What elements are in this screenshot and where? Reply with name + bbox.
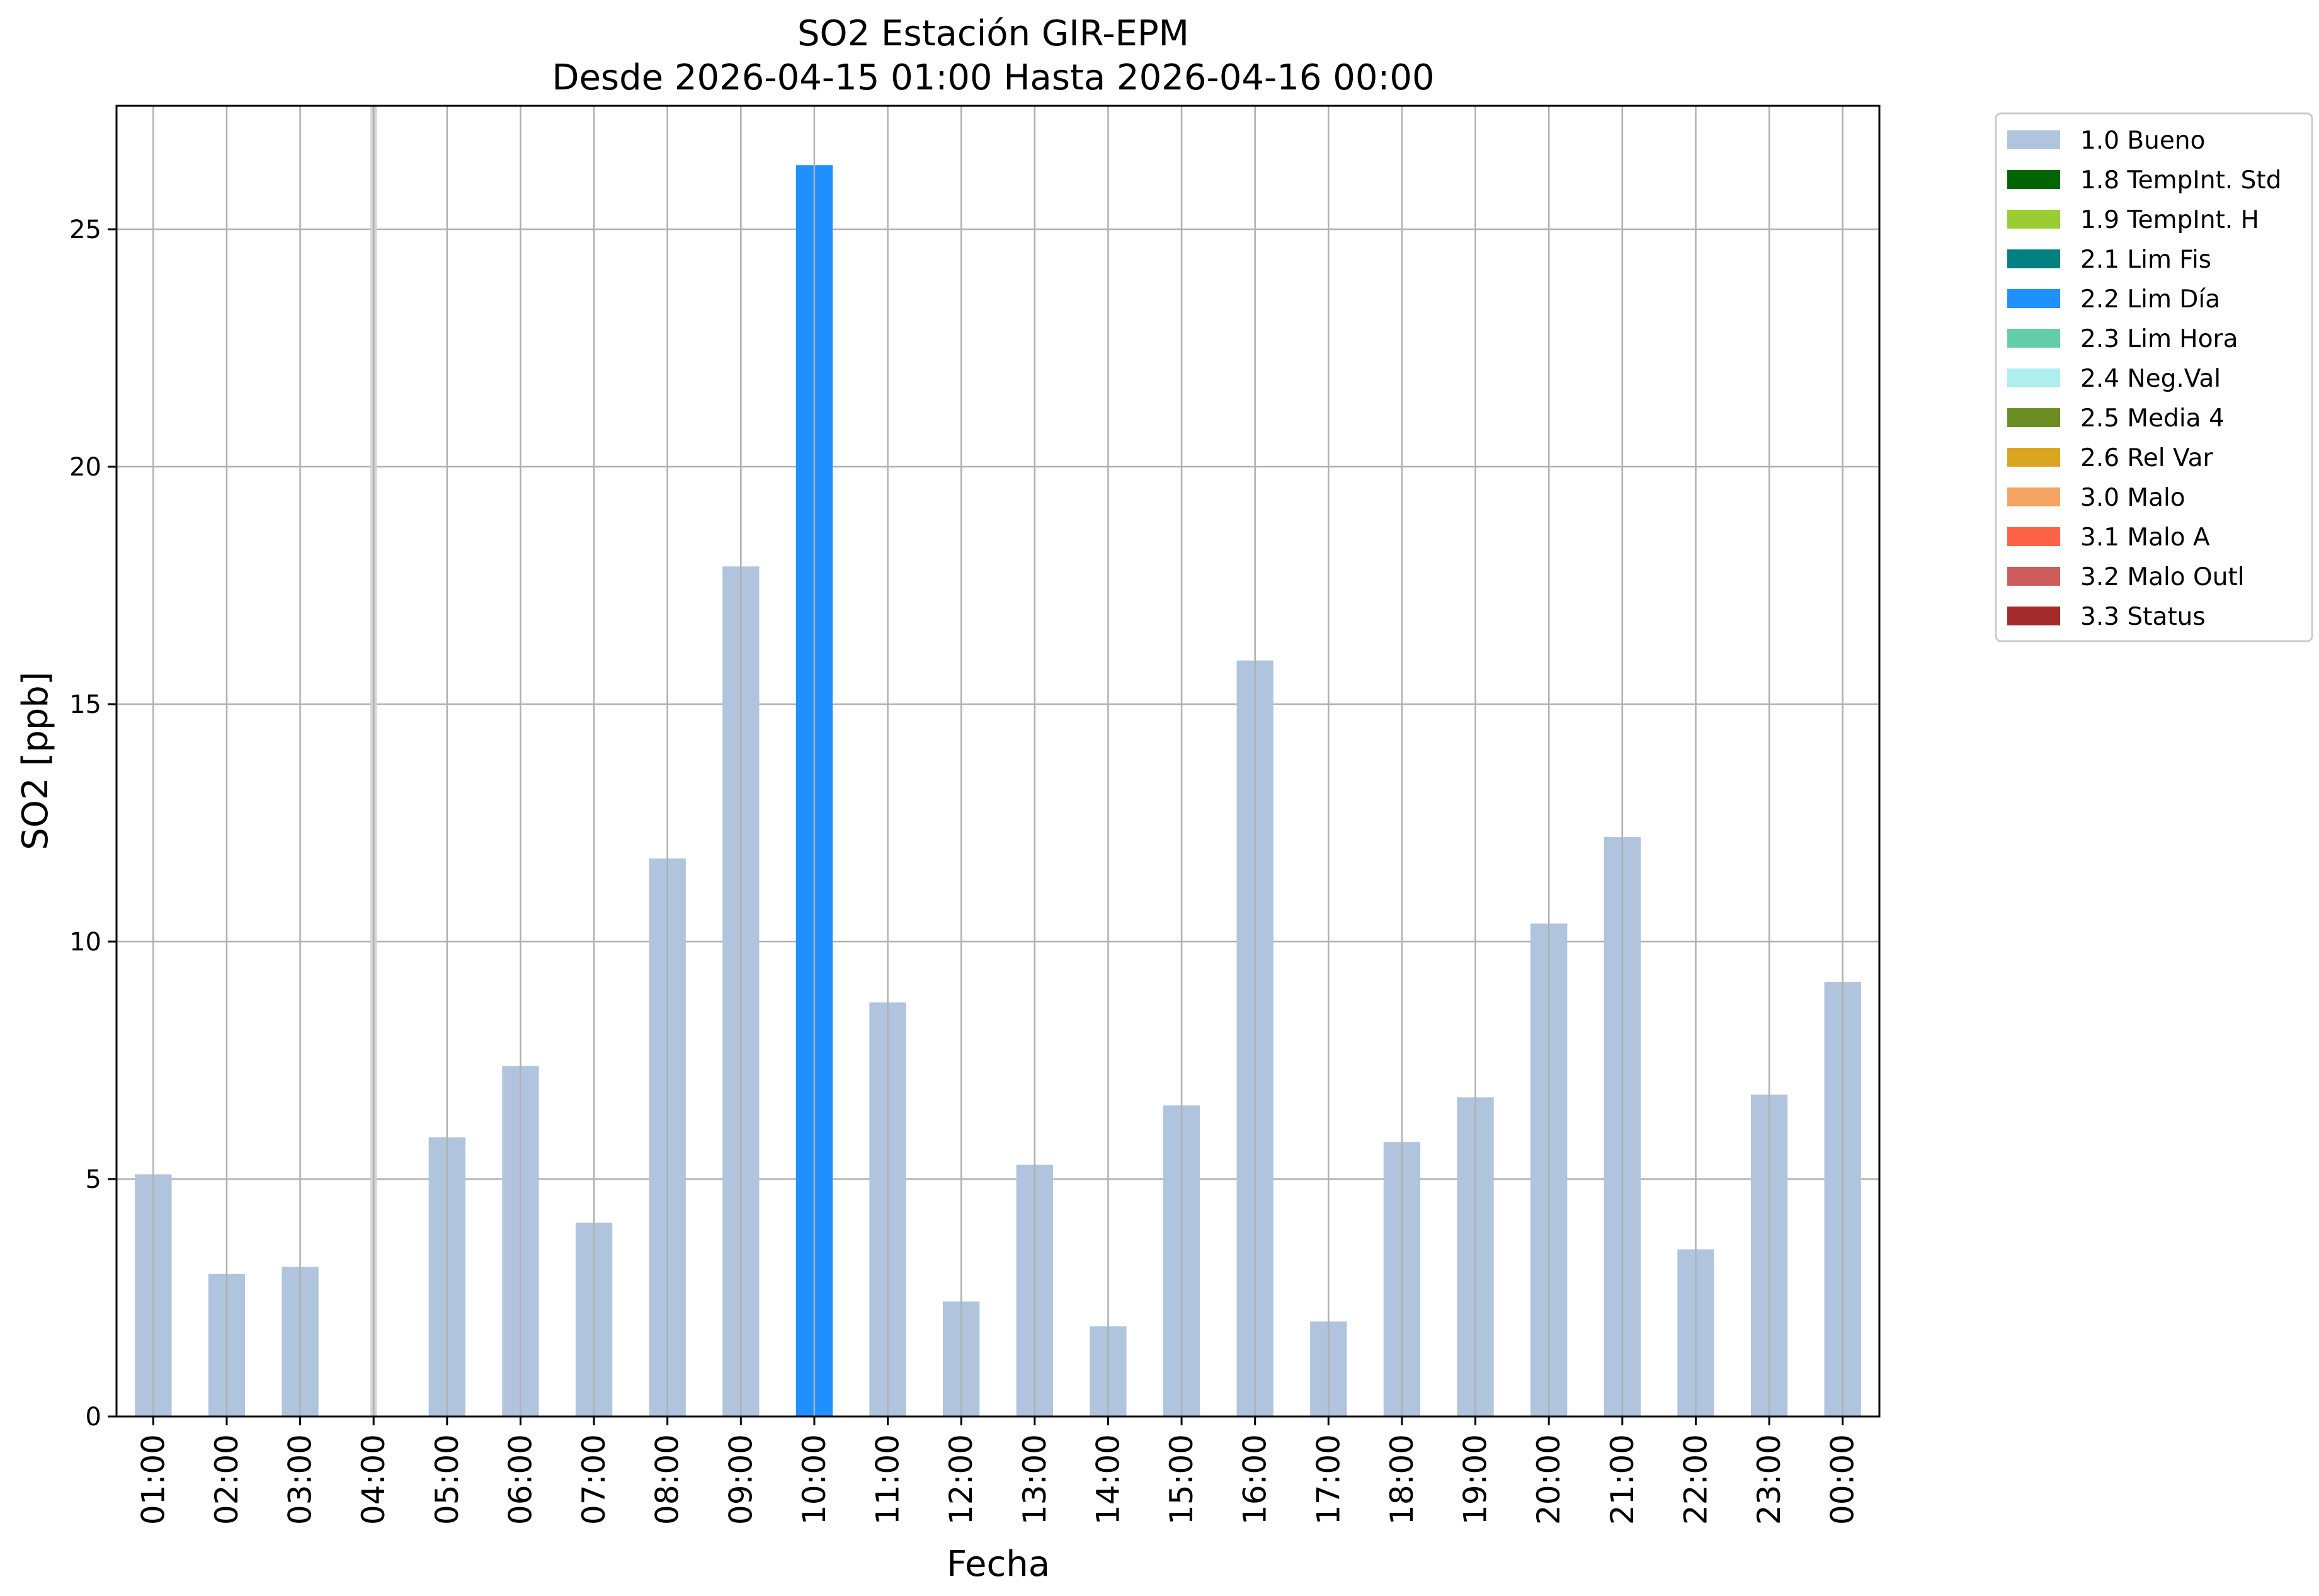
legend-label: 2.5 Media 4	[2080, 404, 2225, 433]
legend-label: 2.4 Neg.Val	[2080, 365, 2221, 393]
x-axis-label: Fecha	[947, 1544, 1050, 1585]
x-tick-label: 19:00	[1457, 1434, 1494, 1525]
legend-label: 3.1 Malo A	[2080, 523, 2210, 552]
x-tick-label: 13:00	[1017, 1434, 1053, 1525]
legend-label: 2.3 Lim Hora	[2080, 325, 2238, 353]
legend-swatch	[2007, 607, 2060, 625]
x-tick-label: 06:00	[502, 1434, 538, 1525]
y-tick-label: 5	[86, 1165, 101, 1194]
x-tick-label: 04:00	[355, 1434, 392, 1525]
vertical-grid	[152, 106, 1843, 1416]
x-tick-label: 02:00	[208, 1434, 245, 1525]
legend-label: 1.9 TempInt. H	[2080, 206, 2259, 234]
legend-label: 3.2 Malo Outl	[2080, 563, 2245, 591]
legend-swatch	[2007, 329, 2060, 348]
x-tick-label: 23:00	[1751, 1434, 1787, 1525]
x-tick-label: 17:00	[1310, 1434, 1347, 1525]
legend-label: 3.3 Status	[2080, 603, 2206, 631]
chart-title: SO2 Estación GIR-EPM	[797, 13, 1189, 54]
x-axis-ticks: 01:00 02:00 03:00 04:00 05:00 06:00 07:00 08:00…	[135, 1416, 1861, 1525]
legend-label: 2.1 Lim Fis	[2080, 246, 2211, 274]
legend-swatch	[2007, 289, 2060, 308]
legend-swatch	[2007, 487, 2060, 506]
y-tick-label: 10	[69, 928, 101, 957]
x-tick-label: 22:00	[1677, 1434, 1714, 1525]
x-tick-label: 10:00	[796, 1434, 833, 1525]
legend-swatch	[2007, 408, 2060, 427]
legend-swatch	[2007, 368, 2060, 387]
x-tick-label: 00:00	[1825, 1434, 1861, 1525]
y-tick-label: 0	[86, 1403, 101, 1432]
legend-swatch	[2007, 567, 2060, 586]
legend-label: 2.2 Lim Día	[2080, 285, 2220, 314]
x-tick-label: 18:00	[1384, 1434, 1420, 1525]
legend-label: 3.0 Malo	[2080, 484, 2185, 512]
plot-area-frame	[115, 105, 1881, 1418]
y-axis-label: SO2 [ppb]	[15, 671, 56, 850]
plot-area-background	[117, 106, 1879, 1416]
x-tick-label: 14:00	[1090, 1434, 1126, 1525]
y-tick-label: 15	[69, 690, 101, 719]
x-tick-label: 08:00	[649, 1434, 686, 1525]
y-tick-label: 25	[69, 215, 101, 244]
legend-frame	[1995, 112, 2313, 642]
x-tick-label: 16:00	[1237, 1434, 1273, 1525]
legend-swatch	[2007, 249, 2060, 268]
legend-swatch	[2007, 448, 2060, 467]
x-tick-label: 15:00	[1163, 1434, 1200, 1525]
legend-swatch	[2007, 170, 2060, 189]
x-tick-label: 05:00	[429, 1434, 465, 1525]
x-tick-label: 12:00	[943, 1434, 979, 1525]
legend-label: 1.8 TempInt. Std	[2080, 166, 2281, 195]
x-tick-label: 01:00	[135, 1434, 171, 1525]
x-tick-label: 09:00	[722, 1434, 759, 1525]
legend-swatch	[2007, 210, 2060, 229]
legend-swatch	[2007, 527, 2060, 546]
legend: 1.0 Bueno 1.8 TempInt. Std 1.9 TempInt. H 2…	[1995, 112, 2313, 642]
chart-subtitle: Desde 2026-04-15 01:00 Hasta 2026-04-16 …	[552, 57, 1434, 98]
legend-swatch	[2007, 130, 2060, 149]
y-tick-label: 20	[69, 453, 101, 482]
x-tick-label: 11:00	[870, 1434, 906, 1525]
legend-label: 1.0 Bueno	[2080, 127, 2205, 155]
x-tick-label: 07:00	[576, 1434, 612, 1525]
grid	[117, 228, 1879, 1180]
x-tick-label: 21:00	[1604, 1434, 1641, 1525]
y-axis-ticks: 0 5 10 15 20 25	[69, 215, 117, 1432]
x-tick-label: 20:00	[1530, 1434, 1567, 1525]
x-tick-label: 03:00	[282, 1434, 319, 1525]
legend-label: 2.6 Rel Var	[2080, 444, 2214, 472]
